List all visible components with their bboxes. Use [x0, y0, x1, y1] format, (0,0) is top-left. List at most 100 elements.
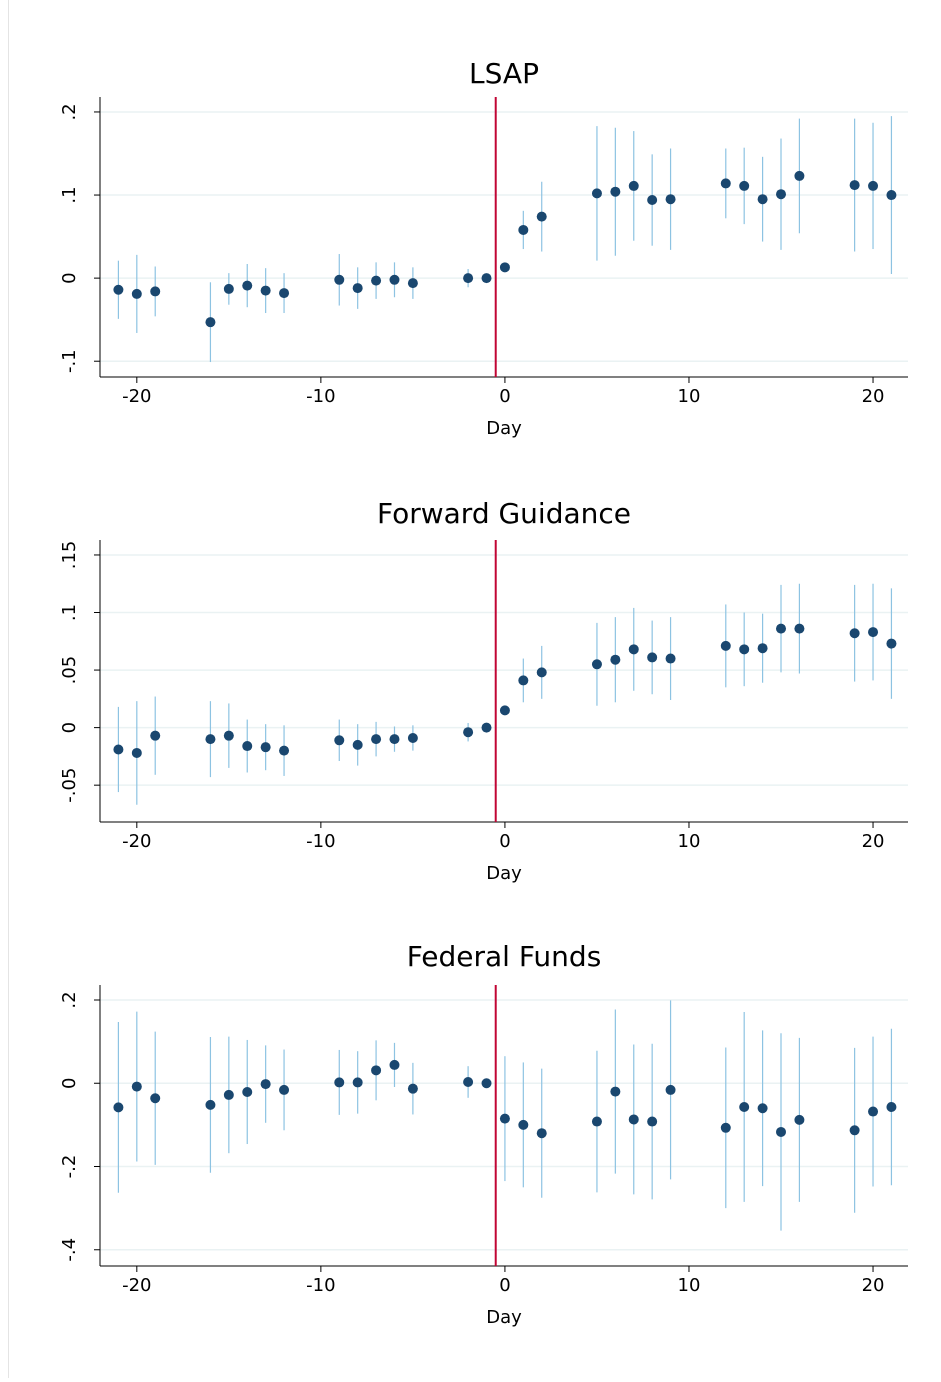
point — [776, 623, 787, 634]
point — [665, 653, 676, 664]
point — [591, 188, 602, 199]
point — [776, 1126, 787, 1137]
chart-title: LSAP — [469, 57, 539, 90]
point — [205, 317, 216, 328]
point — [463, 727, 474, 738]
point — [868, 627, 879, 638]
point — [242, 280, 253, 291]
point — [591, 659, 602, 670]
point — [536, 1128, 547, 1139]
point — [518, 224, 529, 235]
point — [610, 186, 621, 197]
point — [647, 652, 658, 663]
point — [776, 189, 787, 200]
point — [628, 1114, 639, 1125]
point — [389, 274, 400, 285]
y-tick-label: .2 — [59, 103, 80, 120]
point — [720, 1122, 731, 1133]
point — [334, 735, 345, 746]
point — [499, 705, 510, 716]
point — [610, 1086, 621, 1097]
point — [610, 654, 621, 665]
x-tick-label: 20 — [862, 386, 885, 407]
point — [518, 675, 529, 686]
point — [260, 742, 271, 753]
point — [886, 638, 897, 649]
point — [481, 722, 492, 733]
point — [352, 283, 363, 294]
point — [886, 190, 897, 201]
y-tick-label: 0 — [59, 1078, 80, 1089]
point — [223, 283, 234, 294]
point — [113, 1102, 124, 1113]
point — [536, 667, 547, 678]
y-tick-label: 0 — [59, 722, 80, 733]
point — [647, 1116, 658, 1127]
x-tick-label: 10 — [678, 386, 701, 407]
point — [205, 1099, 216, 1110]
y-tick-label: -.05 — [59, 768, 80, 803]
chart-title: Forward Guidance — [377, 497, 631, 530]
point — [849, 1125, 860, 1136]
point — [886, 1101, 897, 1112]
x-tick-label: 10 — [678, 831, 701, 852]
point — [739, 180, 750, 191]
x-tick-label: 0 — [499, 1275, 510, 1296]
point — [371, 275, 382, 286]
x-axis-label: Day — [486, 1307, 522, 1328]
point — [279, 745, 290, 756]
y-tick-label: -.2 — [59, 1155, 80, 1179]
point — [131, 747, 142, 758]
x-tick-label: 10 — [678, 1275, 701, 1296]
point — [260, 1079, 271, 1090]
y-tick-label: .1 — [59, 186, 80, 203]
chart-title: Federal Funds — [407, 940, 602, 973]
point — [131, 1081, 142, 1092]
point — [647, 195, 658, 206]
point — [260, 285, 271, 296]
y-tick-label: .2 — [59, 991, 80, 1008]
point — [499, 262, 510, 273]
point — [223, 730, 234, 741]
x-tick-label: -10 — [306, 386, 335, 407]
point — [757, 643, 768, 654]
point — [720, 640, 731, 651]
point — [481, 1078, 492, 1089]
point — [371, 1065, 382, 1076]
x-axis-label: Day — [486, 418, 522, 439]
point — [407, 732, 418, 743]
point — [131, 288, 142, 299]
point — [499, 1113, 510, 1124]
point — [739, 1101, 750, 1112]
point — [279, 1084, 290, 1095]
point — [849, 180, 860, 191]
x-tick-label: -10 — [306, 1275, 335, 1296]
x-tick-label: 20 — [862, 1275, 885, 1296]
point — [113, 284, 124, 295]
point — [334, 1077, 345, 1088]
x-tick-label: 20 — [862, 831, 885, 852]
y-tick-label: .1 — [59, 604, 80, 621]
y-tick-label: 0 — [59, 272, 80, 283]
y-tick-label: .05 — [59, 656, 80, 685]
point — [389, 734, 400, 745]
point — [242, 741, 253, 752]
x-tick-label: -20 — [122, 1275, 151, 1296]
y-tick-label: -.4 — [59, 1238, 80, 1262]
point — [481, 273, 492, 284]
point — [389, 1059, 400, 1070]
point — [279, 288, 290, 299]
point — [757, 1103, 768, 1114]
point — [407, 1083, 418, 1094]
point — [757, 194, 768, 205]
y-tick-label: -.1 — [59, 349, 80, 373]
point — [113, 744, 124, 755]
point — [352, 739, 363, 750]
point — [849, 628, 860, 639]
point — [536, 211, 547, 222]
point — [518, 1119, 529, 1130]
point — [720, 178, 731, 189]
point — [591, 1116, 602, 1127]
